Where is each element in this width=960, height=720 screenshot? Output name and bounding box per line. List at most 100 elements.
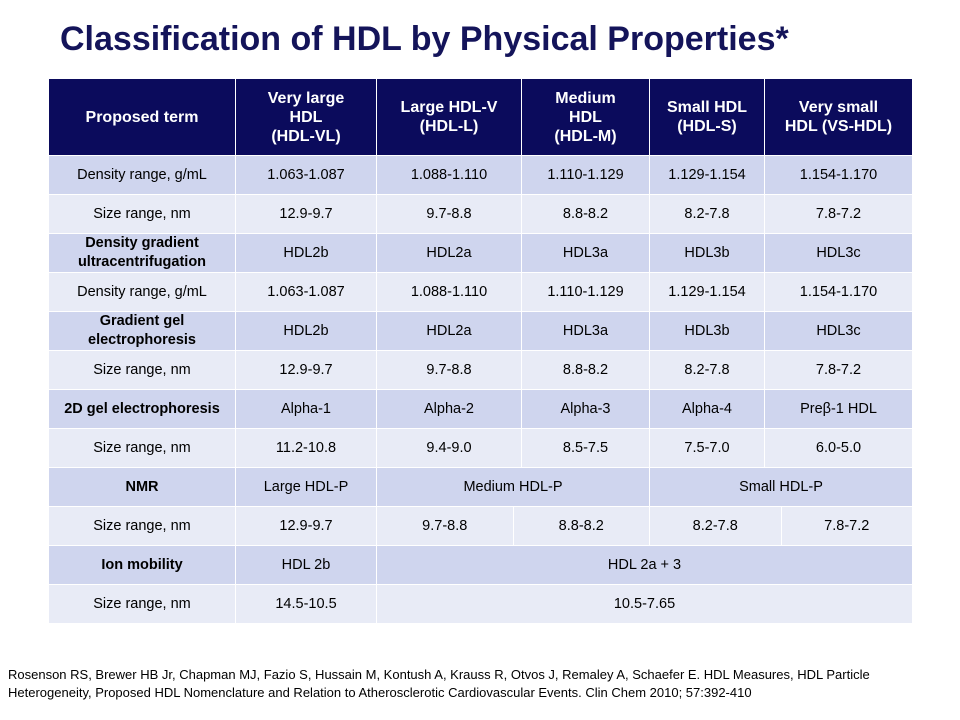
header-line: (HDL-S) (677, 118, 737, 135)
row-label: Size range, nm (48, 428, 236, 468)
table-cell: 1.110-1.129 (521, 155, 650, 195)
table-cell: 8.5-7.5 (521, 428, 650, 468)
row-label: Gradient gel electrophoresis (48, 311, 236, 351)
table-cell: 9.4-9.0 (376, 428, 522, 468)
row-label: 2D gel electrophoresis (48, 389, 236, 429)
table-cell: 1.063-1.087 (235, 272, 377, 312)
table-cell: HDL3b (649, 311, 765, 351)
header-line: HDL (289, 108, 323, 126)
page-title: Classification of HDL by Physical Proper… (60, 20, 789, 58)
row-label: Size range, nm (48, 506, 236, 546)
table-row: 2D gel electrophoresis Alpha-1 Alpha-2 A… (48, 389, 913, 429)
header-line: Very small (798, 99, 879, 116)
table-row: Ion mobility HDL 2b HDL 2a + 3 (48, 545, 913, 585)
table-cell: Preβ-1 HDL (764, 389, 913, 429)
table-cell: 1.088-1.110 (376, 272, 522, 312)
header-line: Very large (267, 89, 345, 107)
table-cell: Alpha-1 (235, 389, 377, 429)
table-cell: 12.9-9.7 (235, 194, 377, 234)
row-label: Density range, g/mL (48, 272, 236, 312)
table-cell: HDL3a (521, 233, 650, 273)
table-row: Size range, nm 12.9-9.7 9.7-8.8 8.8-8.2 … (48, 506, 913, 546)
table-cell: HDL3a (521, 311, 650, 351)
table-cell: 1.154-1.170 (764, 272, 913, 312)
table-cell: 1.154-1.170 (764, 155, 913, 195)
table-cell: HDL2b (235, 233, 377, 273)
table-cell: 11.2-10.8 (235, 428, 377, 468)
citation: Rosenson RS, Brewer HB Jr, Chapman MJ, F… (8, 667, 870, 700)
row-label: Ion mobility (48, 545, 236, 585)
table-cell: 1.129-1.154 (649, 272, 765, 312)
table-cell-split: 8.2-7.8 7.8-7.2 (649, 506, 913, 546)
table-cell: HDL2a (376, 233, 522, 273)
row-label: Size range, nm (48, 350, 236, 390)
table-cell: 12.9-9.7 (235, 350, 377, 390)
header-line: HDL (569, 108, 602, 126)
table-row: Size range, nm 12.9-9.7 9.7-8.8 8.8-8.2 … (48, 194, 913, 234)
table-cell: HDL2a (376, 311, 522, 351)
header-line: Large HDL-V (400, 99, 498, 116)
header-line: HDL (VS-HDL) (784, 118, 893, 135)
table-row: Size range, nm 14.5-10.5 10.5-7.65 (48, 584, 913, 624)
table-cell: 7.8-7.2 (764, 350, 913, 390)
table-cell: 8.8-8.2 (521, 194, 650, 234)
header-very-large-hdl: Very large HDL (HDL-VL) (235, 78, 377, 156)
row-label: Size range, nm (48, 194, 236, 234)
table-cell: HDL3b (649, 233, 765, 273)
row-label: Size range, nm (48, 584, 236, 624)
header-line: Medium (555, 89, 616, 107)
row-label: NMR (48, 467, 236, 507)
table-cell: Alpha-2 (376, 389, 522, 429)
table-cell: 1.088-1.110 (376, 155, 522, 195)
table-cell: HDL 2b (235, 545, 377, 585)
header-line: Small HDL (666, 99, 747, 116)
table-cell: 10.5-7.65 (376, 584, 913, 624)
table-cell: Large HDL-P (235, 467, 377, 507)
table-cell: 1.129-1.154 (649, 155, 765, 195)
header-medium-hdl: Medium HDL (HDL-M) (521, 78, 650, 156)
table-cell: 14.5-10.5 (235, 584, 377, 624)
table-row: Density range, g/mL 1.063-1.087 1.088-1.… (48, 272, 913, 312)
table-cell: 8.2-7.8 (649, 194, 765, 234)
table-cell: 9.7-8.8 (376, 194, 522, 234)
table-cell: 8.2-7.8 (649, 350, 765, 390)
header-line: (HDL-VL) (271, 127, 341, 145)
table-cell: 1.110-1.129 (521, 272, 650, 312)
classification-table-container: Proposed term Very large HDL (HDL-VL) La… (48, 78, 913, 624)
split-cell: 9.7-8.8 8.8-8.2 (377, 507, 649, 545)
classification-table: Proposed term Very large HDL (HDL-VL) La… (48, 78, 913, 624)
table-cell: 8.8-8.2 (521, 350, 650, 390)
table-row: Density gradient ultracentrifugation HDL… (48, 233, 913, 273)
table-cell: 9.7-8.8 (422, 517, 468, 534)
table-cell: HDL3c (764, 233, 913, 273)
table-cell: 7.8-7.2 (764, 194, 913, 234)
header-small-hdl: Small HDL (HDL-S) (649, 78, 765, 156)
table-cell: 8.8-8.2 (512, 507, 650, 545)
table-row: Size range, nm 11.2-10.8 9.4-9.0 8.5-7.5… (48, 428, 913, 468)
header-large-hdl: Large HDL-V (HDL-L) (376, 78, 522, 156)
header-very-small-hdl: Very small HDL (VS-HDL) (764, 78, 913, 156)
table-row: Size range, nm 12.9-9.7 9.7-8.8 8.8-8.2 … (48, 350, 913, 390)
header-proposed-term: Proposed term (48, 78, 236, 156)
table-row: Density range, g/mL 1.063-1.087 1.088-1.… (48, 155, 913, 195)
table-cell: HDL 2a + 3 (376, 545, 913, 585)
table-cell: 6.0-5.0 (764, 428, 913, 468)
table-cell: HDL3c (764, 311, 913, 351)
table-cell: 12.9-9.7 (235, 506, 377, 546)
split-cell: 8.2-7.8 7.8-7.2 (650, 507, 912, 545)
table-cell: Small HDL-P (649, 467, 913, 507)
table-cell: Alpha-4 (649, 389, 765, 429)
table-cell: HDL2b (235, 311, 377, 351)
table-cell: 1.063-1.087 (235, 155, 377, 195)
table-cell: Medium HDL-P (376, 467, 650, 507)
table-cell: 7.5-7.0 (649, 428, 765, 468)
table-cell: 8.2-7.8 (692, 517, 738, 534)
table-row: NMR Large HDL-P Medium HDL-P Small HDL-P (48, 467, 913, 507)
table-row: Gradient gel electrophoresis HDL2b HDL2a… (48, 311, 913, 351)
table-cell-split: 9.7-8.8 8.8-8.2 (376, 506, 650, 546)
table-cell: 9.7-8.8 (376, 350, 522, 390)
table-cell: 7.8-7.2 (780, 507, 913, 545)
table-cell: Alpha-3 (521, 389, 650, 429)
row-label: Density range, g/mL (48, 155, 236, 195)
header-line: (HDL-L) (419, 118, 479, 135)
